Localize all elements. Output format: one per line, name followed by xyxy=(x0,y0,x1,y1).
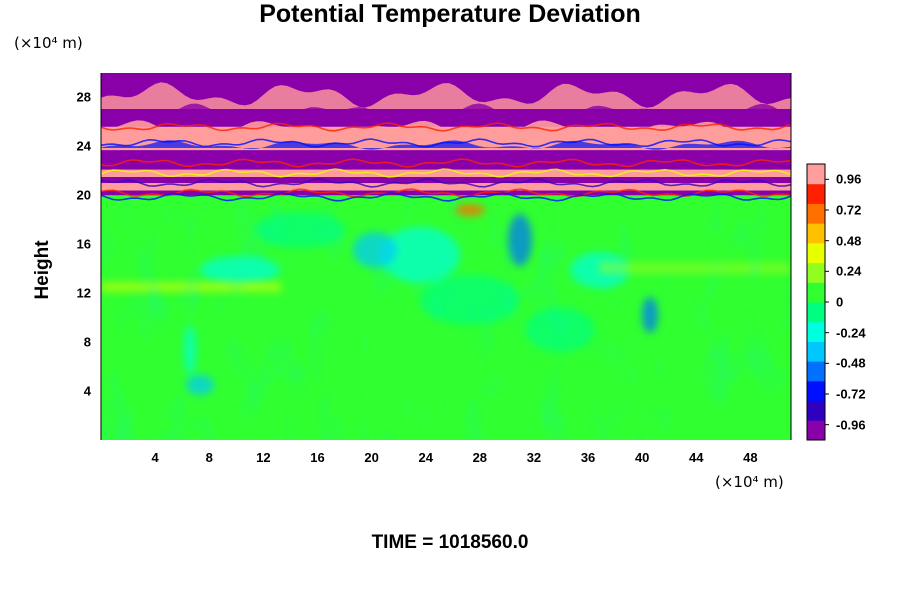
x-tick-label: 40 xyxy=(634,450,650,465)
y-tick-label: 20 xyxy=(76,187,91,203)
x-tick-label: 20 xyxy=(364,450,379,465)
y-tick-label: 16 xyxy=(76,236,91,252)
x-tick-label: 12 xyxy=(256,450,271,465)
colorbar-swatch xyxy=(807,262,825,283)
texture-edge xyxy=(101,158,791,168)
colorbar-swatch xyxy=(807,223,825,244)
texture-edge xyxy=(101,178,791,188)
texture-band xyxy=(101,82,791,109)
chart-title: Potential Temperature Deviation xyxy=(259,0,641,28)
colorbar-tick-label: 0.96 xyxy=(836,171,862,187)
x-tick-label: 44 xyxy=(689,450,704,465)
colorbar-swatch xyxy=(807,282,825,303)
colorbar-tick-label: 0.24 xyxy=(836,263,862,279)
x-tick-label: 24 xyxy=(418,450,433,465)
colorbar-swatch xyxy=(807,203,825,224)
colorbar-tick-label: 0.48 xyxy=(836,233,862,249)
x-tick-label: 16 xyxy=(310,450,325,465)
x-tick-label: 4 xyxy=(151,450,159,465)
x-unit-label: (×10⁴ m) xyxy=(715,473,784,491)
colorbar-swatch xyxy=(807,380,825,402)
colorbar-swatch xyxy=(807,164,825,185)
heatmap-layer xyxy=(101,169,791,177)
x-tick-label: 36 xyxy=(580,450,596,465)
colorbar-swatch xyxy=(807,242,825,264)
colorbar xyxy=(806,163,829,441)
colorbar-swatch xyxy=(807,183,825,204)
colorbar-tick-label: -0.72 xyxy=(836,386,866,402)
colorbar-swatch xyxy=(807,341,825,362)
heatmap-layer xyxy=(101,176,791,184)
heatmap-layer xyxy=(101,163,791,170)
texture-band xyxy=(101,103,791,123)
texture-band xyxy=(101,120,791,136)
x-tick-label: 48 xyxy=(743,450,758,465)
texture-band xyxy=(101,140,791,150)
colorbar-swatch xyxy=(807,400,825,421)
colorbar-swatch xyxy=(807,321,825,342)
y-tick-label: 8 xyxy=(83,334,91,350)
heatmap-layer xyxy=(101,150,791,164)
time-label: TIME = 1018560.0 xyxy=(371,532,529,553)
y-tick-label: 12 xyxy=(76,285,91,301)
colorbar-tick-label: -0.24 xyxy=(836,325,866,341)
y-tick-label: 4 xyxy=(83,383,91,399)
texture-edge xyxy=(101,188,791,198)
texture-edge xyxy=(101,168,791,178)
heatmap-field xyxy=(100,73,792,440)
y-tick-label: 24 xyxy=(76,138,91,154)
axis-frame xyxy=(100,73,792,440)
colorbar-swatch xyxy=(807,302,825,323)
colorbar-swatch xyxy=(807,420,825,441)
texture-noise xyxy=(101,200,791,440)
x-tick-label: 32 xyxy=(526,450,542,465)
texture-edge xyxy=(101,138,791,148)
texture-edge xyxy=(101,122,791,132)
colorbar-tick-label: -0.48 xyxy=(836,355,866,371)
y-tick-label: 28 xyxy=(76,89,91,105)
texture-overlay xyxy=(101,73,791,440)
x-tick-label: 8 xyxy=(205,450,213,465)
x-tick-label: 28 xyxy=(472,450,488,465)
y-unit-label: (×10⁴ m) xyxy=(14,34,83,52)
heatmap-layer xyxy=(101,183,791,191)
colorbar-tick-label: 0 xyxy=(836,294,844,310)
colorbar-tick-label: 0.72 xyxy=(836,202,862,218)
colorbar-swatch xyxy=(807,361,825,382)
colorbar-tick-label: -0.96 xyxy=(836,417,866,433)
